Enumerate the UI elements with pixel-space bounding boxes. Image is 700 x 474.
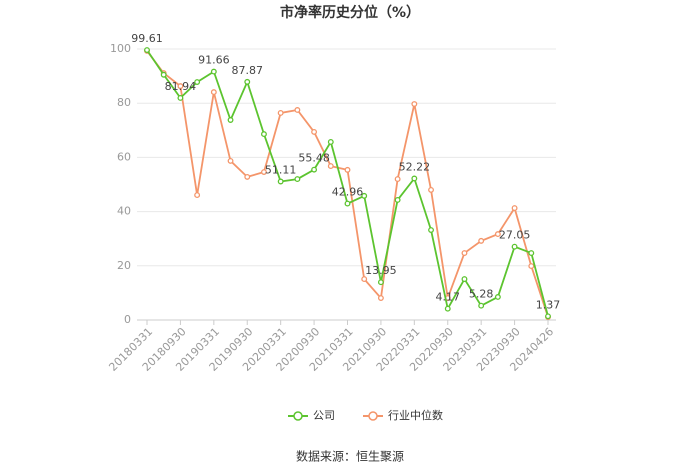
point [394, 196, 401, 203]
point [377, 295, 384, 301]
series-line [146, 50, 549, 318]
point [244, 173, 251, 180]
point [277, 110, 284, 116]
point [361, 192, 368, 199]
legend-label: 公司 [313, 409, 335, 422]
legend-label: 行业中位数 [388, 408, 443, 422]
point [177, 94, 184, 101]
point [377, 279, 384, 286]
data-label: 81.94 [165, 80, 197, 93]
point [494, 231, 501, 238]
y-tick-label: 20 [117, 259, 131, 272]
series-line [146, 49, 549, 317]
point [411, 101, 418, 107]
data-label: 87.87 [232, 64, 264, 77]
legend-marker [293, 411, 303, 421]
point [461, 250, 468, 257]
y-tick-label: 60 [117, 150, 131, 163]
point [511, 243, 518, 250]
point [327, 139, 334, 145]
data-label: 52.22 [399, 160, 431, 173]
y-tick-label: 80 [117, 96, 131, 109]
point [261, 131, 267, 138]
point [528, 263, 535, 270]
point [261, 169, 267, 175]
data-label: 51.11 [265, 163, 297, 176]
y-tick-label: 0 [124, 313, 131, 326]
point [294, 176, 301, 183]
point [244, 78, 251, 85]
point [411, 175, 418, 182]
point [394, 176, 401, 183]
point [344, 200, 351, 207]
data-label: 42.96 [332, 186, 364, 199]
data-label: 5.28 [469, 288, 494, 301]
point [160, 71, 167, 78]
point [194, 79, 201, 86]
data-label: 13.95 [365, 264, 397, 277]
data-label: 55.48 [298, 152, 330, 165]
point [227, 157, 234, 164]
point [494, 294, 501, 300]
data-label: 99.61 [131, 32, 163, 45]
point [428, 186, 434, 193]
data-label: 91.66 [198, 54, 230, 67]
point [227, 117, 234, 123]
point [444, 305, 451, 312]
point [210, 89, 217, 96]
source: 数据来源：恒生聚源 [296, 449, 404, 464]
data-label: 4.17 [436, 291, 461, 304]
data-label: 1.37 [536, 298, 561, 311]
y-tick-label: 40 [117, 205, 131, 218]
point [361, 276, 368, 283]
point [144, 47, 150, 54]
point [545, 313, 551, 320]
point [461, 276, 468, 283]
point [294, 107, 301, 113]
point [327, 163, 334, 170]
point [277, 178, 284, 185]
legend-marker [368, 411, 378, 421]
y-tick-label: 100 [110, 42, 131, 55]
point [344, 166, 351, 173]
point [428, 227, 434, 233]
data-label: 27.05 [499, 229, 531, 242]
chart-title: 市净率历史分位（%） [280, 4, 420, 21]
point [311, 128, 318, 135]
point [194, 192, 201, 199]
point [511, 205, 518, 212]
point [528, 250, 535, 257]
point [478, 237, 485, 244]
point [478, 302, 485, 309]
point [210, 68, 217, 75]
point [177, 83, 184, 90]
point [311, 166, 318, 173]
